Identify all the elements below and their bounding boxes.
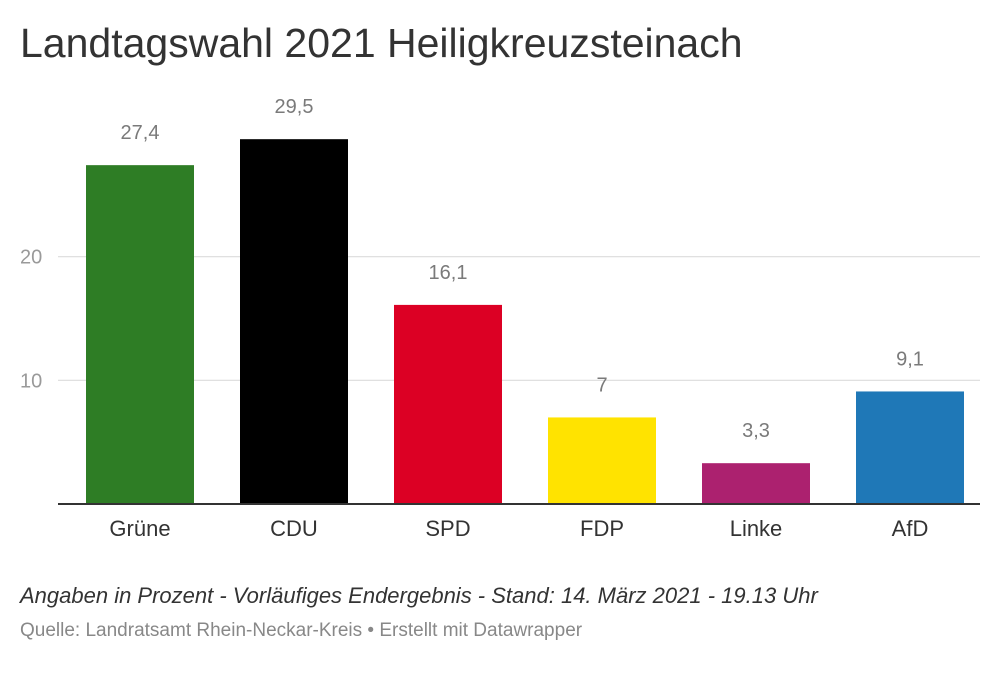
data-label: 7	[596, 374, 607, 396]
bar-cdu	[240, 139, 348, 504]
bar-linke	[702, 463, 810, 504]
x-tick-label: AfD	[892, 516, 929, 541]
data-label: 9,1	[896, 348, 924, 370]
bars	[86, 139, 964, 505]
source-label: Quelle: Landratsamt Rhein-Neckar-Kreis	[20, 620, 363, 641]
gridlines: 10 20	[20, 247, 980, 392]
data-label: 29,5	[275, 96, 314, 118]
source-credit: Erstellt mit Datawrapper	[379, 620, 583, 641]
chart-notes: Angaben in Prozent - Vorläufiges Enderge…	[20, 583, 818, 608]
bar-spd	[394, 304, 502, 504]
x-axis: Grüne CDU SPD FDP Linke AfD	[58, 503, 980, 541]
x-tick-label: SPD	[425, 516, 470, 541]
x-tick-label: FDP	[580, 516, 624, 541]
y-tick-label: 20	[20, 247, 42, 269]
chart-title: Landtagswahl 2021 Heiligkreuzsteinach	[20, 20, 743, 66]
bar-fdp	[548, 417, 656, 504]
x-tick-label: Grüne	[109, 516, 170, 541]
y-tick-label: 10	[20, 370, 42, 392]
data-label: 16,1	[429, 262, 468, 284]
chart-source: Quelle: Landratsamt Rhein-Neckar-Kreis •…	[20, 620, 582, 642]
bar-chart: 10 20 27,4 29,5 16,1 7 3,3 9,1 Grüne CDU SPD FDP L…	[20, 96, 980, 541]
bar-grüne	[86, 165, 194, 505]
value-labels: 27,4 29,5 16,1 7 3,3 9,1	[121, 96, 924, 442]
data-label: 27,4	[121, 122, 160, 144]
x-tick-label: CDU	[270, 516, 318, 541]
bar-afd	[856, 391, 964, 504]
x-tick-label: Linke	[730, 516, 783, 541]
data-label: 3,3	[742, 420, 770, 442]
source-separator: •	[367, 620, 375, 641]
